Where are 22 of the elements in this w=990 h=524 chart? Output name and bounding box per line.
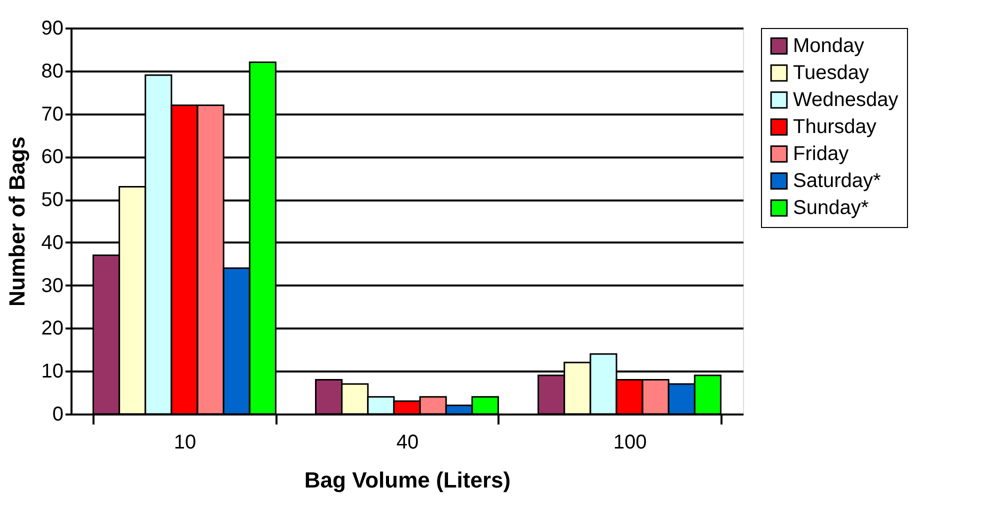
legend-label: Friday: [793, 143, 849, 165]
y-tick-label: 70: [41, 103, 64, 126]
y-tick-label: 20: [41, 318, 64, 340]
y-tick-label: 50: [41, 189, 64, 212]
y-tick-label: 80: [41, 60, 64, 82]
x-tick-label: 40: [396, 432, 419, 454]
legend-label: Saturday*: [793, 170, 882, 192]
y-tick-label: 10: [41, 360, 64, 383]
y-tick-label: 0: [52, 404, 64, 426]
legend-label: Wednesday: [793, 89, 898, 111]
x-tick-label: 10: [174, 432, 196, 454]
y-tick-label: 60: [41, 146, 64, 168]
y-axis-title: Number of Bags: [4, 136, 30, 306]
legend-label: Sunday*: [793, 197, 869, 219]
legend-label: Monday: [793, 35, 864, 57]
x-axis-title: Bag Volume (Liters): [304, 468, 511, 492]
y-tick-label: 90: [41, 18, 64, 40]
legend-label: Tuesday: [793, 62, 869, 84]
y-tick-label: 30: [41, 274, 64, 297]
legend-label: Thursday: [793, 116, 876, 138]
x-tick-label: 100: [613, 432, 647, 454]
y-tick-label: 40: [41, 232, 64, 254]
